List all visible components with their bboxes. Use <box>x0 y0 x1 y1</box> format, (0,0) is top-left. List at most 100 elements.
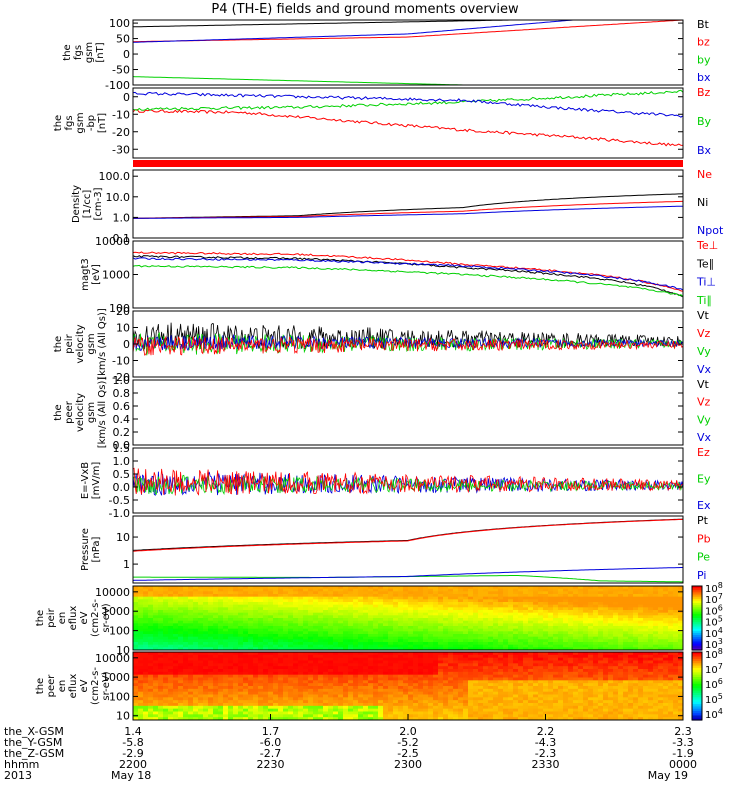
y-axis-label: peer <box>46 674 57 698</box>
y-axis-label: [mV/m] <box>91 462 102 500</box>
colorbar-label: 107 <box>705 662 723 676</box>
legend-Npot: Npot <box>697 224 724 237</box>
legend-Pe: Pe <box>697 551 710 564</box>
y-tick-label: 0 <box>123 48 130 61</box>
y-tick-label: 0.6 <box>113 400 131 413</box>
legend-Vz: Vz <box>697 396 711 409</box>
y-axis-label: velocity <box>75 393 86 432</box>
y-axis-label: [1/cc] <box>82 190 93 219</box>
y-tick-label: 10000 <box>95 652 130 665</box>
series-Bz <box>133 110 683 146</box>
legend-Vy: Vy <box>697 345 711 358</box>
y-axis-label: [km/s (All Qs)] <box>97 377 108 449</box>
legend-Ez: Ez <box>697 446 710 459</box>
y-axis-label: the <box>35 610 46 626</box>
y-axis-label: (cm2-s- <box>90 667 101 705</box>
colorbar-label: 108 <box>705 647 723 661</box>
indicator-bar <box>133 160 683 167</box>
y-tick-label: 0 <box>123 338 130 351</box>
y-axis-label: velocity <box>75 324 86 363</box>
colorbar-label: 105 <box>705 692 723 706</box>
y-tick-label: 0.2 <box>113 426 131 439</box>
legend-Ti⊥: Ti⊥ <box>696 276 716 289</box>
y-axis-label: magt3 <box>80 258 91 291</box>
panel-2 <box>133 160 683 167</box>
panel-frame <box>133 20 683 85</box>
y-axis-label: the <box>35 678 46 694</box>
y-axis-label: the <box>53 336 64 352</box>
x-row-label: 2013 <box>4 769 32 782</box>
y-tick-label: -20 <box>112 126 130 139</box>
series-group <box>133 519 683 582</box>
y-tick-label: 1.0 <box>113 374 131 387</box>
y-axis-label: eflux <box>68 606 79 631</box>
legend-Vy: Vy <box>697 413 711 426</box>
x-tick-label: May 19 <box>648 769 688 782</box>
y-axis-label: [nT] <box>97 113 108 133</box>
panel-frame <box>133 380 683 445</box>
legend-Ne: Ne <box>697 168 712 181</box>
y-axis-label: eV <box>79 679 90 692</box>
series-group <box>133 17 683 90</box>
legend-Pi: Pi <box>697 569 706 582</box>
y-axis-label: Density <box>71 185 82 223</box>
y-tick-label: 1.0 <box>113 211 131 224</box>
y-axis-label: gsm <box>84 42 95 63</box>
y-tick-label: 0.8 <box>113 387 131 400</box>
legend-Bx: Bx <box>697 144 712 157</box>
legend-by: by <box>697 53 711 66</box>
y-axis-label: en <box>57 680 68 693</box>
legend-bx: bx <box>697 71 711 84</box>
y-tick-label: 0 <box>123 91 130 104</box>
x-tick-label: May 18 <box>111 769 151 782</box>
y-tick-label: 10 <box>116 531 130 544</box>
legend-Bz: Bz <box>697 86 711 99</box>
spectrogram <box>133 652 684 721</box>
y-axis-label: eV <box>79 611 90 624</box>
y-tick-label: -0.5 <box>109 494 130 507</box>
series-Ti∥ <box>133 265 683 296</box>
y-axis-label: [eV] <box>91 264 102 285</box>
y-tick-label: 0.0 <box>113 481 131 494</box>
y-axis-label: -bp <box>86 115 97 131</box>
y-tick-label: 20 <box>116 305 130 318</box>
y-axis-label: gsm <box>86 333 97 354</box>
y-tick-label: -10 <box>112 108 130 121</box>
y-axis-label: the <box>53 115 64 131</box>
x-tick-label: 2330 <box>532 758 560 771</box>
spectrogram <box>133 586 684 651</box>
x-tick-label: 2300 <box>394 758 422 771</box>
y-tick-label: 10 <box>116 710 130 723</box>
colorbar-label: 106 <box>705 677 723 691</box>
y-axis-label: peir <box>46 607 57 627</box>
y-tick-label: 10 <box>116 322 130 335</box>
series-bz <box>133 20 683 42</box>
y-tick-label: 100 <box>109 625 130 638</box>
y-axis-label: the <box>53 404 64 420</box>
series-Te∥ <box>133 256 683 297</box>
y-tick-label: 10000 <box>95 586 130 599</box>
y-axis-label: sr-eV) <box>101 603 112 632</box>
y-axis-label: E=-VxB <box>80 462 91 499</box>
series-group <box>133 90 683 145</box>
legend-Te∥: Te∥ <box>696 257 714 270</box>
panel-frame <box>133 241 683 308</box>
y-tick-label: 100 <box>109 690 130 703</box>
series-Ti⊥ <box>133 258 683 290</box>
y-axis-label: Pressure <box>80 528 91 571</box>
legend-Pt: Pt <box>697 514 709 527</box>
y-tick-label: 50 <box>116 33 130 46</box>
y-tick-label: 1.5 <box>113 442 131 455</box>
legend-Bt: Bt <box>697 18 710 31</box>
y-tick-label: 0.5 <box>113 468 131 481</box>
legend-Pb: Pb <box>697 532 711 545</box>
